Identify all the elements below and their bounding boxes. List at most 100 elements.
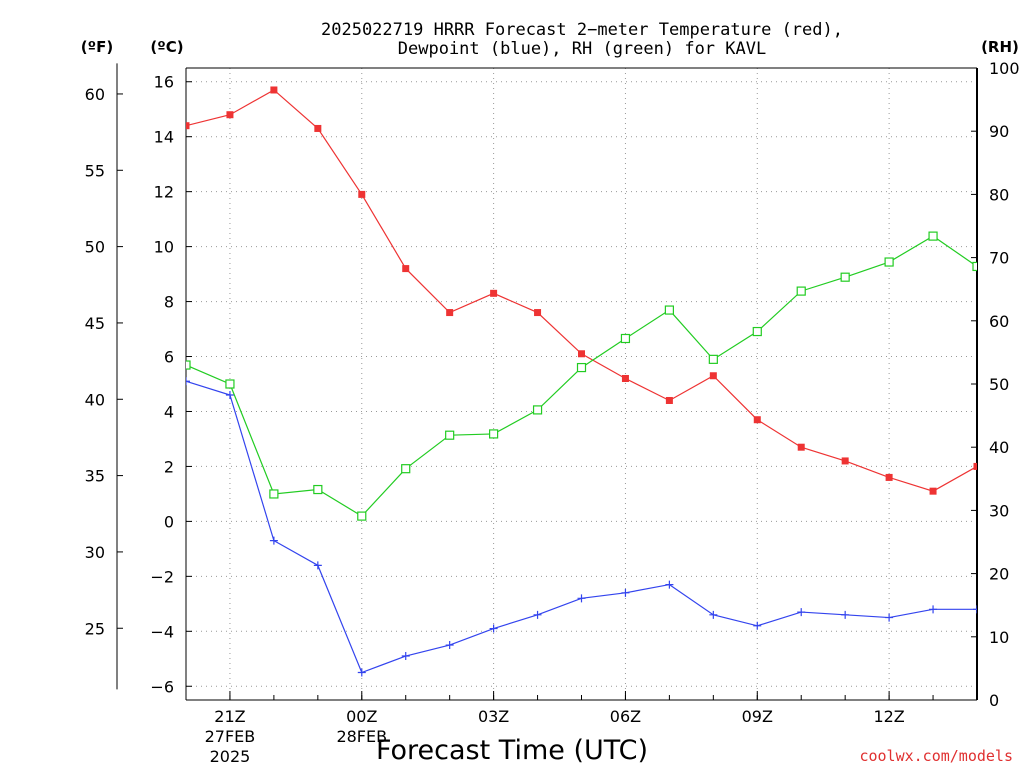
rh-tick-label: 90 bbox=[989, 122, 1009, 141]
x-tick-label: 21Z bbox=[214, 707, 245, 726]
grid-lines bbox=[186, 68, 977, 700]
rh-tick-label: 40 bbox=[989, 438, 1009, 457]
data-point bbox=[665, 396, 673, 404]
rh-tick-label: 100 bbox=[989, 59, 1020, 78]
data-point bbox=[269, 489, 279, 499]
fahrenheit-tick-label: 30 bbox=[85, 543, 105, 562]
data-point bbox=[753, 416, 761, 424]
data-point bbox=[752, 326, 762, 337]
data-point bbox=[621, 375, 629, 383]
data-point bbox=[709, 610, 718, 619]
data-point bbox=[973, 462, 977, 470]
data-point bbox=[620, 333, 631, 344]
data-point bbox=[928, 231, 938, 241]
data-point bbox=[358, 190, 366, 198]
data-point bbox=[225, 390, 234, 399]
data-point bbox=[270, 86, 278, 94]
celsius-tick-label: 0 bbox=[164, 512, 174, 531]
data-point bbox=[577, 594, 586, 603]
data-point bbox=[314, 124, 322, 132]
celsius-tick-label: 16 bbox=[154, 73, 174, 92]
data-point bbox=[446, 309, 454, 317]
rh-tick-label: 60 bbox=[989, 312, 1009, 331]
unit-label-celsius: (ºC) bbox=[150, 38, 183, 56]
series-temperature bbox=[186, 86, 977, 495]
data-point bbox=[753, 621, 762, 630]
data-point bbox=[972, 261, 977, 272]
data-point bbox=[534, 309, 542, 317]
x-date-label: 2025 bbox=[210, 747, 251, 766]
data-point bbox=[576, 362, 587, 373]
data-point bbox=[709, 372, 717, 380]
data-point bbox=[973, 605, 977, 614]
x-date-label: 28FEB bbox=[336, 727, 387, 746]
data-point bbox=[665, 580, 674, 589]
data-point bbox=[445, 641, 454, 650]
chart-title-line2: Dewpoint (blue), RH (green) for KAVL bbox=[398, 39, 766, 59]
series-line bbox=[186, 89, 977, 492]
data-point bbox=[797, 443, 805, 451]
data-point bbox=[884, 257, 894, 267]
rh-tick-label: 10 bbox=[989, 628, 1009, 647]
celsius-tick-label: 6 bbox=[164, 348, 174, 367]
data-point bbox=[445, 430, 455, 440]
rh-tick-label: 30 bbox=[989, 501, 1009, 520]
unit-label-fahrenheit: (ºF) bbox=[81, 38, 113, 56]
chart-title-line1: 2025022719 HRRR Forecast 2−meter Tempera… bbox=[321, 20, 843, 40]
fahrenheit-tick-label: 25 bbox=[85, 619, 105, 638]
data-point bbox=[797, 608, 806, 617]
series-dewpoint bbox=[186, 377, 977, 677]
data-point bbox=[796, 286, 806, 296]
x-tick-label: 00Z bbox=[346, 707, 377, 726]
x-tick-label: 06Z bbox=[610, 707, 641, 726]
data-point bbox=[885, 473, 893, 481]
axes bbox=[116, 63, 978, 701]
celsius-tick-label: 8 bbox=[164, 293, 174, 312]
data-point bbox=[885, 613, 894, 622]
celsius-tick-label: 2 bbox=[164, 457, 174, 476]
data-point bbox=[841, 610, 850, 619]
data-point bbox=[490, 289, 498, 297]
data-point bbox=[578, 350, 585, 358]
celsius-tick-label: 4 bbox=[164, 402, 174, 421]
data-point bbox=[357, 511, 367, 521]
fahrenheit-tick-label: 50 bbox=[85, 238, 105, 257]
unit-label-rh: (RH) bbox=[981, 38, 1019, 56]
x-axis-title: Forecast Time (UTC) bbox=[376, 735, 648, 766]
celsius-tick-label: 10 bbox=[154, 238, 174, 257]
data-point bbox=[664, 305, 674, 315]
data-point bbox=[841, 457, 849, 465]
data-point bbox=[186, 360, 191, 370]
data-point bbox=[357, 668, 366, 677]
fahrenheit-tick-label: 55 bbox=[85, 161, 105, 180]
celsius-tick-label: −4 bbox=[150, 622, 174, 641]
series-line bbox=[186, 380, 977, 674]
x-date-label: 27FEB bbox=[205, 727, 256, 746]
celsius-tick-label: −2 bbox=[150, 567, 174, 586]
data-point bbox=[225, 379, 235, 389]
tick-labels: −6 −4 −2 0 2 4 6 8 10 12 14 16 25 30 35 40 45 50 55 60 0 10 20… bbox=[85, 59, 1020, 766]
rh-tick-label: 80 bbox=[989, 185, 1009, 204]
credit-text: coolwx.com/models bbox=[859, 747, 1013, 765]
rh-tick-label: 0 bbox=[989, 691, 999, 710]
rh-tick-label: 70 bbox=[989, 249, 1009, 268]
fahrenheit-tick-label: 35 bbox=[85, 467, 105, 486]
rh-tick-label: 20 bbox=[989, 565, 1009, 584]
rh-tick-label: 50 bbox=[989, 375, 1009, 394]
data-point bbox=[313, 561, 322, 570]
data-point bbox=[929, 487, 937, 495]
x-tick-label: 12Z bbox=[873, 707, 904, 726]
data-point bbox=[532, 405, 543, 415]
celsius-tick-label: −6 bbox=[150, 677, 174, 696]
fahrenheit-tick-label: 60 bbox=[85, 85, 105, 104]
data-point bbox=[269, 536, 278, 545]
fahrenheit-tick-label: 45 bbox=[85, 314, 105, 333]
x-tick-label: 09Z bbox=[742, 707, 773, 726]
data-point bbox=[401, 652, 410, 661]
data-point bbox=[402, 265, 410, 273]
series-rh bbox=[186, 231, 977, 521]
data-point bbox=[313, 484, 323, 495]
data-point bbox=[226, 111, 234, 119]
celsius-tick-label: 12 bbox=[154, 183, 174, 202]
